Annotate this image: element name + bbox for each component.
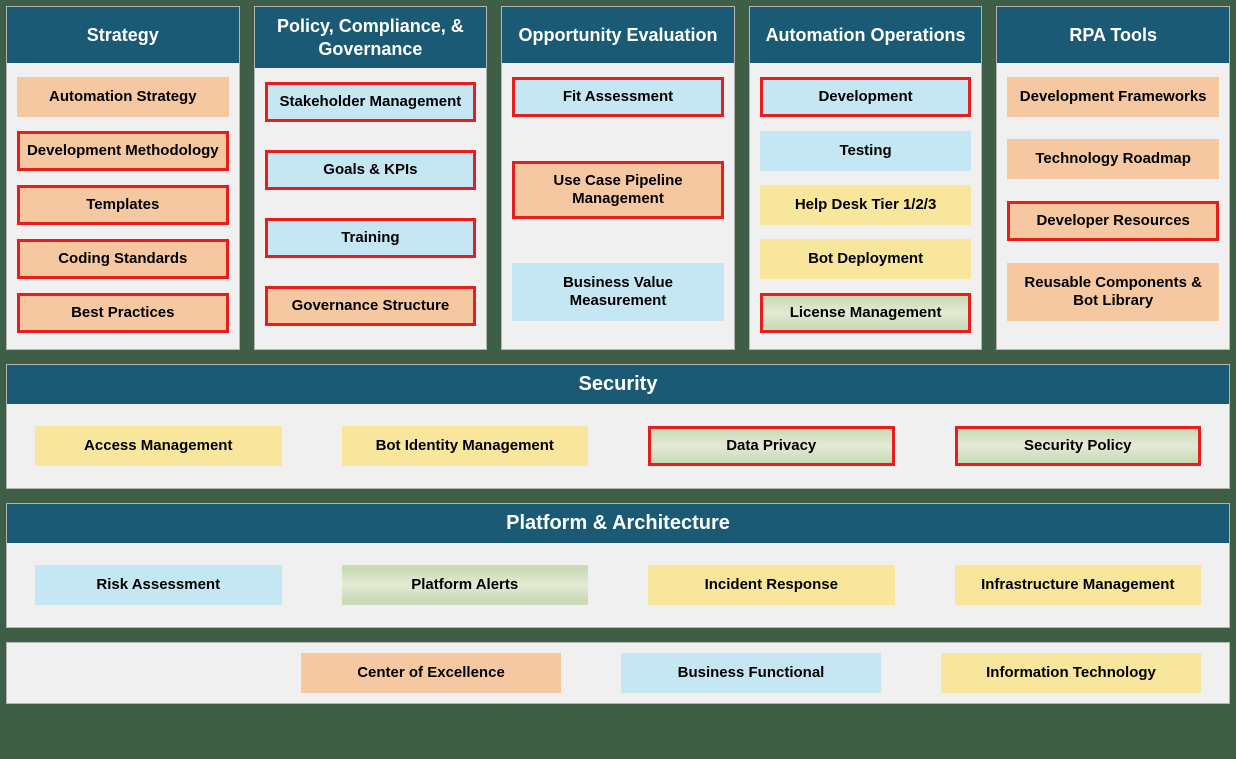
- card-business-value: Business Value Measurement: [512, 263, 724, 321]
- band-platform-architecture: Platform & Architecture Risk Assessment …: [6, 503, 1230, 628]
- card-governance-structure: Governance Structure: [265, 286, 477, 326]
- card-data-privacy: Data Privacy: [648, 426, 895, 466]
- column-header: Strategy: [7, 7, 239, 63]
- column-header: RPA Tools: [997, 7, 1229, 63]
- legend-row: Center of Excellence Business Functional…: [6, 642, 1230, 704]
- card-development: Development: [760, 77, 972, 117]
- card-goals-kpis: Goals & KPIs: [265, 150, 477, 190]
- column-strategy: Strategy Automation Strategy Development…: [6, 6, 240, 350]
- column-body: Development Frameworks Technology Roadma…: [997, 63, 1229, 349]
- card-bot-deployment: Bot Deployment: [760, 239, 972, 279]
- band-body: Access Management Bot Identity Managemen…: [7, 404, 1229, 488]
- column-body: Development Testing Help Desk Tier 1/2/3…: [750, 63, 982, 349]
- card-access-management: Access Management: [35, 426, 282, 466]
- legend-information-technology: Information Technology: [941, 653, 1201, 693]
- card-stakeholder-management: Stakeholder Management: [265, 82, 477, 122]
- legend-center-of-excellence: Center of Excellence: [301, 653, 561, 693]
- card-automation-strategy: Automation Strategy: [17, 77, 229, 117]
- column-body: Fit Assessment Use Case Pipeline Managem…: [502, 63, 734, 349]
- band-body: Risk Assessment Platform Alerts Incident…: [7, 543, 1229, 627]
- card-templates: Templates: [17, 185, 229, 225]
- card-development-frameworks: Development Frameworks: [1007, 77, 1219, 117]
- card-infrastructure-management: Infrastructure Management: [955, 565, 1202, 605]
- card-testing: Testing: [760, 131, 972, 171]
- band-security: Security Access Management Bot Identity …: [6, 364, 1230, 489]
- card-platform-alerts: Platform Alerts: [342, 565, 589, 605]
- card-developer-resources: Developer Resources: [1007, 201, 1219, 241]
- card-use-case-pipeline: Use Case Pipeline Management: [512, 161, 724, 219]
- column-header: Automation Operations: [750, 7, 982, 63]
- column-policy-compliance-governance: Policy, Compliance, & Governance Stakeho…: [254, 6, 488, 350]
- legend-business-functional: Business Functional: [621, 653, 881, 693]
- card-reusable-components: Reusable Components & Bot Library: [1007, 263, 1219, 321]
- card-best-practices: Best Practices: [17, 293, 229, 333]
- card-bot-identity-management: Bot Identity Management: [342, 426, 589, 466]
- column-header: Policy, Compliance, & Governance: [255, 7, 487, 68]
- card-fit-assessment: Fit Assessment: [512, 77, 724, 117]
- card-development-methodology: Development Methodology: [17, 131, 229, 171]
- card-license-management: License Management: [760, 293, 972, 333]
- card-risk-assessment: Risk Assessment: [35, 565, 282, 605]
- card-security-policy: Security Policy: [955, 426, 1202, 466]
- card-coding-standards: Coding Standards: [17, 239, 229, 279]
- band-header: Platform & Architecture: [7, 504, 1229, 543]
- column-rpa-tools: RPA Tools Development Frameworks Technol…: [996, 6, 1230, 350]
- column-header: Opportunity Evaluation: [502, 7, 734, 63]
- column-body: Stakeholder Management Goals & KPIs Trai…: [255, 68, 487, 349]
- band-header: Security: [7, 365, 1229, 404]
- card-training: Training: [265, 218, 477, 258]
- top-columns-row: Strategy Automation Strategy Development…: [6, 6, 1230, 350]
- card-technology-roadmap: Technology Roadmap: [1007, 139, 1219, 179]
- column-automation-operations: Automation Operations Development Testin…: [749, 6, 983, 350]
- card-help-desk-tier: Help Desk Tier 1/2/3: [760, 185, 972, 225]
- card-incident-response: Incident Response: [648, 565, 895, 605]
- column-body: Automation Strategy Development Methodol…: [7, 63, 239, 349]
- column-opportunity-evaluation: Opportunity Evaluation Fit Assessment Us…: [501, 6, 735, 350]
